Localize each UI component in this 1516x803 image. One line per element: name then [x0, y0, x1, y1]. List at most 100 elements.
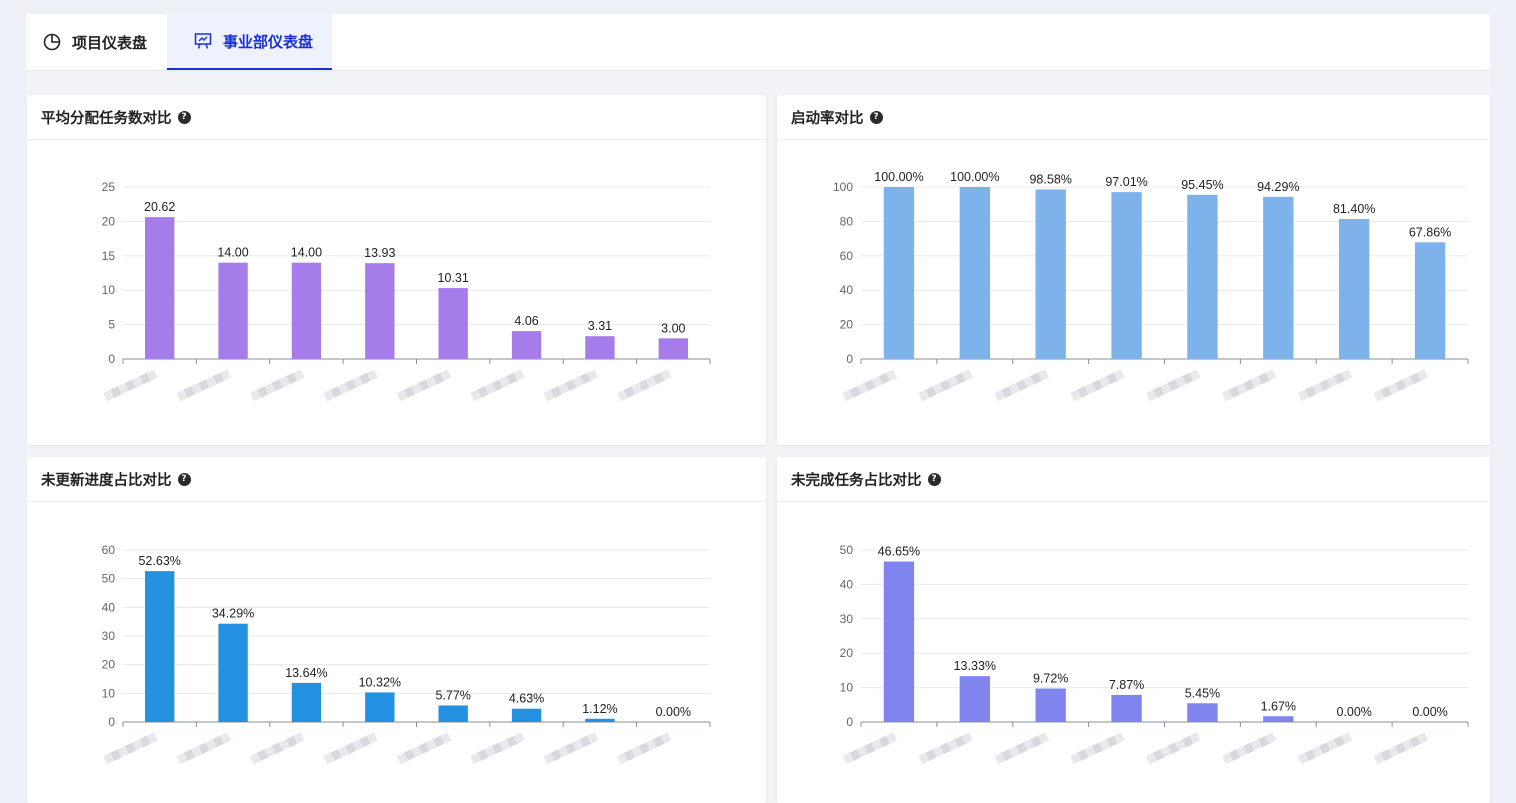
y-tick-label: 100 — [833, 180, 853, 194]
redacted-block — [1015, 742, 1028, 755]
data-label: 13.93 — [364, 246, 395, 260]
redacted-block — [491, 379, 503, 392]
y-tick-label: 0 — [846, 715, 853, 729]
data-label: 52.63% — [138, 554, 180, 568]
redacted-block — [396, 752, 408, 765]
panel-title: 启动率对比 — [791, 110, 864, 127]
redacted-block — [124, 379, 137, 392]
y-tick-label: 0 — [108, 352, 115, 366]
bar — [959, 187, 990, 359]
y-tick-label: 0 — [108, 715, 115, 729]
redacted-block — [257, 386, 269, 398]
redacted-block — [198, 742, 210, 755]
data-label: 10.31 — [438, 271, 469, 285]
data-label: 10.32% — [359, 675, 401, 689]
redacted-block — [1341, 732, 1353, 744]
data-label: 81.40% — [1333, 202, 1375, 216]
redacted-block — [418, 742, 430, 755]
x-category-label-redacted — [1145, 369, 1201, 402]
redacted-block — [1417, 369, 1429, 381]
redacted-block — [1229, 749, 1241, 761]
redacted-block — [323, 752, 335, 765]
tab-project-dashboard[interactable]: 项目仪表盘 — [26, 14, 167, 70]
x-category-label-redacted — [1373, 732, 1429, 765]
bar — [1187, 703, 1218, 722]
x-category-label-redacted — [323, 732, 378, 765]
x-category-label-redacted — [1070, 732, 1125, 765]
redacted-block — [1084, 382, 1096, 395]
redacted-block — [849, 749, 861, 761]
redacted-block — [1077, 386, 1089, 398]
y-tick-label: 25 — [102, 180, 116, 194]
redacted-block — [1167, 379, 1179, 392]
bar — [1263, 196, 1294, 359]
redacted-block — [940, 379, 952, 392]
redacted-block — [878, 372, 890, 385]
bar — [1111, 694, 1142, 722]
redacted-block — [1319, 742, 1331, 755]
data-label: 9.72% — [1033, 672, 1068, 686]
redacted-block — [1297, 389, 1309, 402]
panel-not-updated: 未更新进度占比对比 ? 0 10 20 30 40 50 60 52.63% 34.29% 13.… — [27, 457, 766, 803]
redacted-block — [1113, 732, 1125, 744]
question-circle-icon[interactable]: ? — [869, 110, 883, 124]
data-label: 34.29% — [212, 607, 254, 621]
x-category-label-redacted — [994, 732, 1049, 765]
redacted-block — [1001, 749, 1013, 761]
redacted-block — [1099, 376, 1111, 388]
redacted-block — [1160, 382, 1172, 395]
redacted-block — [286, 372, 298, 385]
redacted-block — [1037, 732, 1049, 744]
redacted-block — [616, 389, 628, 402]
redacted-block — [1250, 376, 1262, 388]
bar-chart-start-rate: 0 20 40 60 80 100 100.00% 100.00% 98.58% 97.01% 95… — [833, 170, 1469, 402]
redacted-block — [264, 382, 276, 395]
x-category-label-redacted — [396, 369, 452, 402]
x-category-label-redacted — [842, 369, 898, 402]
redacted-block — [1099, 739, 1111, 751]
redacted-block — [638, 379, 650, 392]
redacted-block — [1084, 745, 1096, 758]
redacted-block — [572, 739, 584, 751]
bar — [1263, 716, 1294, 722]
redacted-block — [932, 382, 944, 395]
bar — [438, 705, 468, 722]
x-category-label-redacted — [842, 732, 898, 765]
data-label: 0.00% — [656, 705, 691, 719]
redacted-block — [1304, 749, 1317, 761]
redacted-block — [645, 376, 657, 388]
bar — [658, 338, 688, 359]
y-tick-label: 10 — [102, 283, 116, 297]
x-category-label-redacted — [1373, 369, 1429, 402]
y-tick-label: 20 — [840, 318, 854, 332]
panel-start-rate: 启动率对比 ? 0 20 40 60 80 100 100.00% 100.00% 98.58%… — [777, 95, 1490, 445]
redacted-block — [359, 735, 371, 748]
redacted-block — [1250, 739, 1262, 751]
bar — [585, 718, 615, 722]
y-tick-label: 40 — [840, 577, 854, 591]
redacted-block — [624, 386, 636, 398]
redacted-block — [1182, 735, 1194, 748]
redacted-block — [337, 382, 349, 395]
question-circle-icon[interactable]: ? — [177, 110, 191, 124]
redacted-block — [1023, 376, 1035, 388]
y-tick-label: 20 — [102, 214, 116, 228]
redacted-block — [293, 369, 305, 381]
redacted-block — [1113, 369, 1125, 381]
question-circle-icon[interactable]: ? — [177, 472, 191, 486]
redacted-block — [885, 369, 898, 381]
redacted-block — [183, 386, 195, 398]
redacted-block — [1189, 369, 1201, 381]
redacted-block — [1153, 386, 1165, 398]
panel-header: 未完成任务占比对比 ? — [777, 457, 1490, 502]
bar — [145, 217, 175, 359]
y-tick-label: 5 — [108, 318, 115, 332]
tab-division-dashboard[interactable]: 事业部仪表盘 — [167, 14, 332, 70]
redacted-block — [1341, 369, 1353, 381]
redacted-block — [330, 749, 342, 761]
redacted-block — [1326, 376, 1338, 388]
redacted-block — [842, 752, 854, 765]
redacted-block — [403, 749, 416, 761]
redacted-block — [660, 732, 672, 744]
question-circle-icon[interactable]: ? — [927, 472, 941, 486]
